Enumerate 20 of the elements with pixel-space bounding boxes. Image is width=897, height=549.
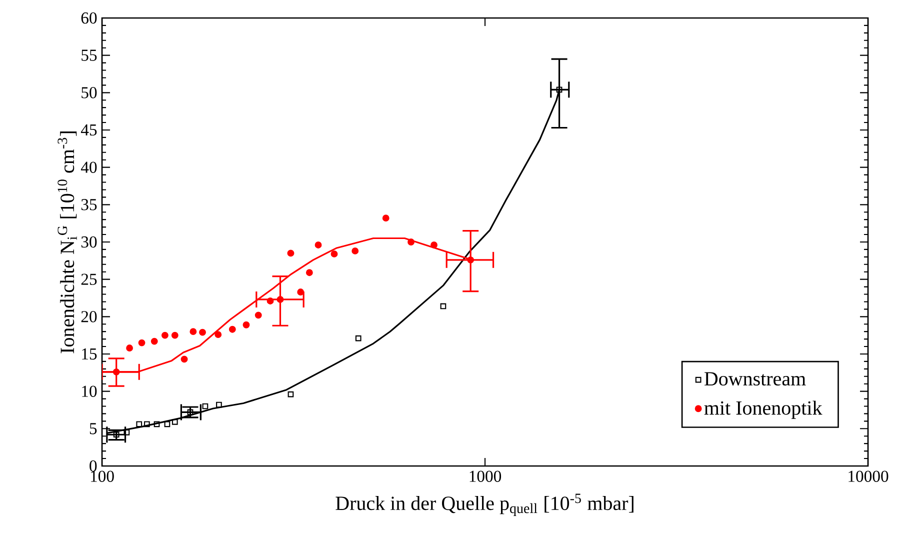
y-tick-label: 30 — [81, 236, 97, 248]
y-tick-label: 40 — [80, 162, 97, 173]
y-tick-label: 5 — [90, 423, 97, 434]
y-tick-label: 10 — [82, 386, 97, 397]
x-tick-label: 10000 — [848, 470, 888, 482]
y-tick-label: 45 — [80, 124, 97, 136]
y-tick-label: 60 — [81, 12, 97, 24]
y-tick-label: 35 — [81, 199, 97, 210]
y-tick-label: 0 — [90, 460, 97, 472]
y-tick-label: 25 — [81, 274, 97, 285]
y-axis-title: Ionendichte N$_{i}$$^{G}$ [10$^{10}$ cm$^{-3}$] — [58, 132, 77, 354]
y-tick-label: 50 — [82, 87, 97, 98]
x-tick-label: 1000 — [470, 470, 502, 482]
x-axis-title: Druck in der Quelle p$_{quell}$ [10$^{-5}$ mbar] — [336, 494, 634, 516]
y-tick-label: 15 — [82, 348, 97, 360]
legend-label: mit Ionenoptik — [704, 400, 822, 419]
y-tick-label: 20 — [81, 311, 97, 322]
x-tick-label: 100 — [90, 470, 114, 482]
y-tick-label: 55 — [82, 50, 97, 61]
legend-label: Downstream — [704, 372, 806, 386]
